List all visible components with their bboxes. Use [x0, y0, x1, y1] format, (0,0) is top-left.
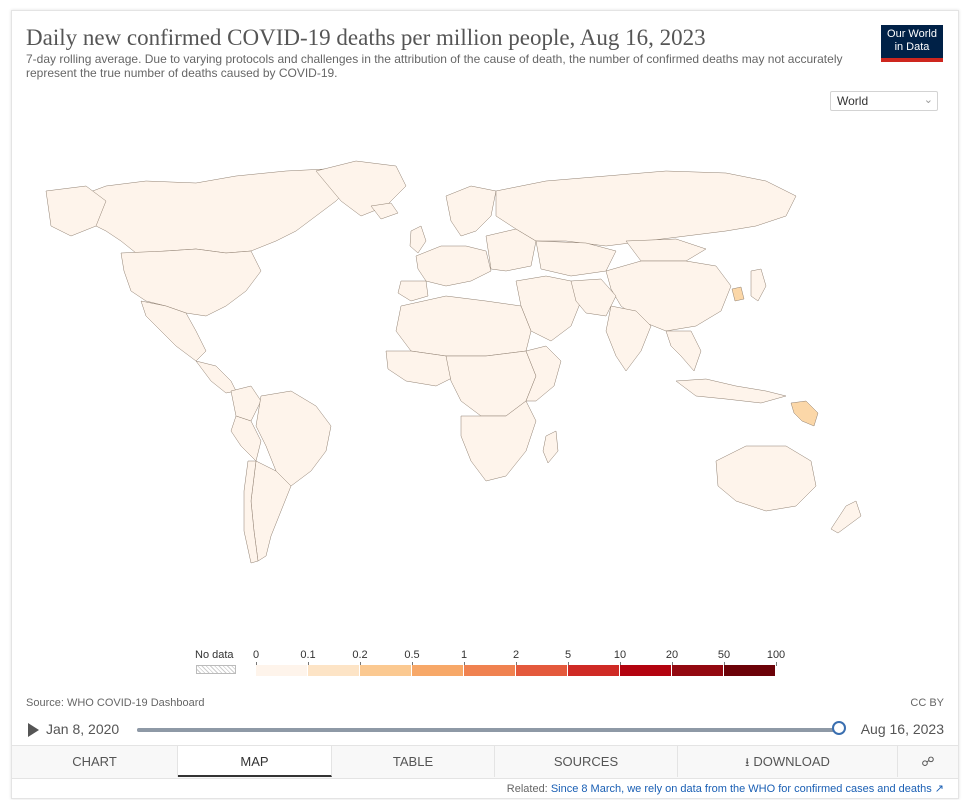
logo-line-1: Our World [887, 28, 937, 40]
legend-color-bin[interactable] [308, 665, 360, 676]
country-colombia[interactable] [230, 385, 262, 422]
country-indonesia[interactable] [675, 378, 787, 404]
download-icon: ⭳ [745, 755, 750, 769]
country-iceland[interactable] [370, 202, 399, 220]
legend-tick-label: 0 [252, 649, 260, 661]
tab-map[interactable]: MAP [178, 746, 332, 777]
play-icon[interactable] [28, 723, 39, 737]
related-link[interactable]: Since 8 March, we rely on data from the … [550, 783, 932, 795]
country-madagascar[interactable] [542, 430, 559, 464]
legend-tick-mark [464, 662, 465, 666]
tab-download-label: DOWNLOAD [753, 754, 830, 769]
legend-tick-mark [412, 662, 413, 666]
map-legend: No data 0 0.1 0.2 0.5 1 2 5 10 20 50 100 [192, 643, 792, 683]
region-select-value: World [837, 94, 869, 108]
owid-logo[interactable]: Our World in Data [881, 25, 943, 62]
related-note: Related: Since 8 March, we rely on data … [507, 782, 944, 795]
country-mongolia[interactable] [625, 238, 707, 262]
tab-download[interactable]: ⭳ DOWNLOAD [678, 746, 898, 777]
timeline-slider-fill [137, 728, 841, 732]
legend-color-bin[interactable] [568, 665, 620, 676]
legend-tick-mark [672, 662, 673, 666]
legend-tick-label: 0.1 [300, 649, 316, 661]
legend-tick-mark [776, 662, 777, 666]
country-west-africa[interactable] [385, 350, 457, 387]
legend-tick-label: 20 [665, 649, 679, 661]
legend-tick-label: 5 [564, 649, 572, 661]
legend-tick-mark [620, 662, 621, 666]
legend-tick-label: 0.5 [404, 649, 420, 661]
legend-tick-mark [256, 662, 257, 666]
legend-color-bin[interactable] [724, 665, 776, 676]
tab-chart[interactable]: CHART [12, 746, 178, 777]
timeline-start-label: Jan 8, 2020 [46, 721, 120, 737]
country-japan[interactable] [750, 268, 767, 302]
country-chile[interactable] [243, 460, 259, 564]
timeline-slider-track[interactable] [137, 728, 841, 732]
legend-color-bin[interactable] [412, 665, 464, 676]
timeline-end-label: Aug 16, 2023 [860, 721, 944, 737]
country-mexico[interactable] [140, 300, 207, 362]
country-alaska[interactable] [45, 185, 107, 237]
country-north-africa[interactable] [395, 295, 532, 357]
chart-subtitle: 7-day rolling average. Due to varying pr… [26, 52, 843, 80]
legend-color-bin[interactable] [516, 665, 568, 676]
world-map[interactable] [26, 141, 926, 581]
legend-tick-label: 10 [613, 649, 627, 661]
legend-tick-label: 0.2 [352, 649, 368, 661]
legend-tick-label: 2 [512, 649, 520, 661]
related-prefix: Related: [506, 783, 548, 795]
share-icon: ☍ [921, 754, 935, 769]
legend-no-data-swatch [196, 665, 236, 674]
country-southern-africa[interactable] [460, 400, 537, 482]
legend-tick-mark [568, 662, 569, 666]
country-canada[interactable] [65, 168, 357, 254]
chevron-down-icon: ⌄ [923, 94, 933, 106]
country-new-zealand[interactable] [830, 500, 862, 534]
country-iberia[interactable] [397, 280, 429, 302]
country-south-korea[interactable] [731, 286, 745, 302]
country-russia[interactable] [495, 170, 797, 247]
country-india[interactable] [605, 305, 652, 372]
legend-tick-mark [516, 662, 517, 666]
country-east-africa[interactable] [525, 345, 562, 402]
chart-title: Daily new confirmed COVID-19 deaths per … [26, 25, 706, 50]
legend-color-bin[interactable] [464, 665, 516, 676]
timeline: Jan 8, 2020 Aug 16, 2023 [26, 719, 944, 743]
chart-frame: Daily new confirmed COVID-19 deaths per … [11, 10, 959, 799]
country-usa[interactable] [120, 248, 262, 317]
logo-line-2: in Data [894, 41, 930, 53]
country-southeast-asia[interactable] [665, 330, 702, 372]
country-brazil[interactable] [255, 390, 332, 487]
tab-table[interactable]: TABLE [332, 746, 495, 777]
country-kazakhstan[interactable] [535, 240, 617, 277]
legend-color-bin[interactable] [360, 665, 412, 676]
region-select[interactable]: World ⌄ [830, 91, 938, 111]
country-central-america[interactable] [195, 360, 237, 394]
country-greenland[interactable] [315, 160, 407, 217]
legend-tick-mark [360, 662, 361, 666]
country-papua-new-guinea[interactable] [790, 400, 819, 427]
country-uk[interactable] [409, 225, 427, 254]
share-button[interactable]: ☍ [898, 746, 958, 777]
country-iran[interactable] [570, 278, 617, 317]
external-link-icon[interactable]: ↗ [934, 783, 944, 795]
legend-tick-label: 1 [460, 649, 468, 661]
license-note[interactable]: CC BY [910, 697, 944, 709]
legend-color-bin[interactable] [256, 665, 308, 676]
country-western-europe[interactable] [415, 245, 492, 287]
legend-color-bin[interactable] [672, 665, 724, 676]
country-scandinavia[interactable] [445, 185, 497, 237]
legend-tick-label: 100 [766, 649, 786, 661]
legend-tick-label: 50 [717, 649, 731, 661]
legend-color-bin[interactable] [620, 665, 672, 676]
tab-sources[interactable]: SOURCES [495, 746, 678, 777]
source-note[interactable]: Source: WHO COVID-19 Dashboard [26, 697, 205, 709]
legend-tick-mark [308, 662, 309, 666]
legend-tick-mark [724, 662, 725, 666]
legend-no-data-label: No data [195, 649, 234, 661]
tab-bar: CHART MAP TABLE SOURCES ⭳ DOWNLOAD ☍ [12, 745, 958, 779]
timeline-slider-handle[interactable] [832, 721, 846, 735]
country-australia[interactable] [715, 445, 817, 512]
